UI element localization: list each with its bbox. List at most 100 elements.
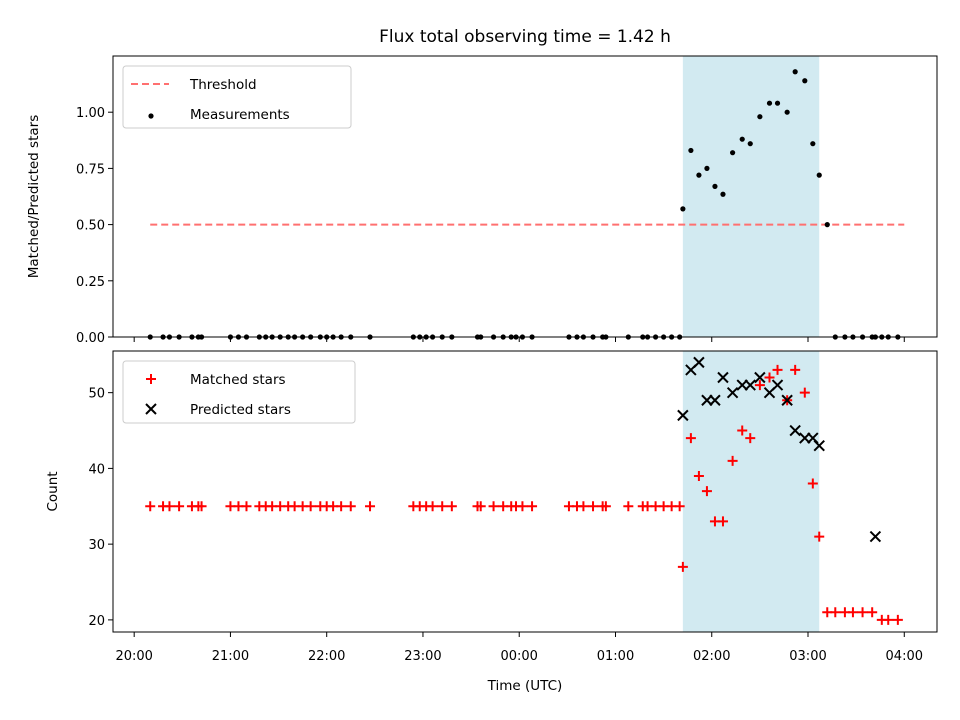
predicted-star-point (789, 424, 801, 437)
y-tick-label: 50 (88, 387, 105, 402)
legend-predicted-swatch (145, 403, 157, 415)
measurement-point (824, 222, 830, 228)
matched-star-point (600, 501, 611, 512)
x-tick-label: 01:00 (597, 649, 634, 664)
predicted-star-point (869, 530, 882, 543)
matched-star-point (857, 607, 868, 618)
predicted-star-point (813, 439, 825, 452)
matched-star-point (685, 433, 696, 444)
matched-star-point (701, 486, 712, 497)
matched-star-point (764, 372, 775, 383)
x-axis-label: Time (UTC) (487, 678, 563, 694)
predicted-star-point (709, 394, 721, 406)
matched-star-point (365, 501, 376, 512)
legend-label: Matched stars (190, 372, 286, 388)
measurement-point (688, 147, 694, 154)
matched-star-point (677, 561, 688, 572)
matched-star-point (727, 455, 738, 466)
matched-star-point (475, 501, 486, 512)
measurement-point (720, 191, 726, 197)
measurement-point (696, 172, 702, 178)
predicted-star-point (726, 386, 739, 399)
predicted-star-point (781, 394, 793, 406)
matched-star-point (623, 501, 634, 512)
matched-star-point (174, 501, 185, 512)
legend-box (122, 360, 356, 424)
y-tick-label: 1.00 (76, 106, 105, 121)
measurement-point (816, 172, 822, 178)
predicted-star-point (754, 371, 766, 384)
measurement-point (747, 141, 753, 147)
y-tick-label: 40 (88, 462, 105, 477)
y-tick-label: 30 (88, 538, 105, 553)
measurement-point (766, 100, 773, 106)
matched-star-point (883, 614, 894, 625)
matched-star-point (164, 501, 175, 512)
legend-matched-swatch (146, 374, 156, 384)
matched-star-point (588, 501, 599, 512)
measurement-point (774, 100, 781, 106)
matched-star-point (892, 614, 903, 625)
legend-label: Threshold (189, 77, 257, 93)
measurement-point (810, 141, 816, 147)
predicted-star-point (744, 379, 756, 391)
chart-title: Flux total observing time = 1.42 h (379, 27, 671, 47)
matched-star-point (807, 478, 818, 489)
measurement-point (730, 150, 736, 156)
matched-star-point (799, 387, 810, 398)
matched-star-point (717, 516, 728, 527)
bottom-panel: 20 30 40 50 20:00 21:00 22:00 23:00 00:00 01:00 02… (45, 350, 938, 664)
predicted-star-point (771, 379, 784, 391)
matched-star-point (305, 501, 316, 512)
y-tick-label: 0.75 (76, 162, 105, 177)
x-tick-label: 20:00 (115, 649, 152, 664)
matched-star-point (145, 501, 156, 512)
matched-star-point (446, 501, 457, 512)
y-axis-label: Count (45, 471, 61, 511)
legend-label: Measurements (190, 107, 290, 123)
matched-star-point (754, 380, 765, 391)
x-tick-label: 23:00 (404, 649, 441, 664)
matched-star-point (578, 501, 589, 512)
x-tick-label: 21:00 (212, 649, 249, 664)
y-tick-label: 20 (88, 614, 105, 629)
measurement-point (739, 136, 745, 142)
measurement-point (792, 69, 798, 75)
x-tick-label: 03:00 (789, 649, 826, 664)
y-tick-label: 0.25 (76, 275, 105, 290)
x-tick-label: 00:00 (500, 649, 537, 664)
measurement-point (680, 206, 686, 212)
panel-frame (112, 55, 938, 338)
matched-star-point (867, 607, 878, 618)
top-panel: 0.00 0.25 0.50 0.75 1.00 Matched/Predicted st… (26, 55, 938, 346)
matched-star-point (345, 501, 356, 512)
matched-star-point (847, 607, 858, 618)
y-tick-label: 0.50 (76, 219, 105, 234)
measurement-point (712, 183, 718, 189)
predicted-star-point (677, 409, 689, 422)
matched-star-point (517, 501, 528, 512)
legend-label: Predicted stars (190, 402, 291, 418)
matched-star-point (241, 501, 252, 512)
legend-measurements-swatch (148, 113, 154, 119)
x-tick-label: 02:00 (693, 649, 730, 664)
matched-star-point (336, 501, 347, 512)
measurement-point (757, 114, 763, 120)
matched-star-point (527, 501, 538, 512)
y-axis-label: Matched/Predicted stars (26, 115, 42, 278)
x-tick-label: 04:00 (886, 649, 923, 664)
matched-star-point (790, 364, 801, 375)
predicted-star-point (717, 371, 729, 384)
matched-star-point (737, 425, 748, 436)
matched-star-point (693, 470, 704, 481)
y-tick-label: 0.00 (76, 331, 105, 346)
matched-star-point (674, 501, 685, 512)
observing-interval-band (682, 56, 820, 337)
matched-star-point (427, 501, 438, 512)
matched-star-point (814, 531, 825, 542)
legend-box (122, 65, 352, 129)
measurement-point (704, 165, 710, 171)
matched-star-point (830, 607, 841, 618)
matched-star-point (745, 433, 756, 444)
matched-star-point (437, 501, 448, 512)
